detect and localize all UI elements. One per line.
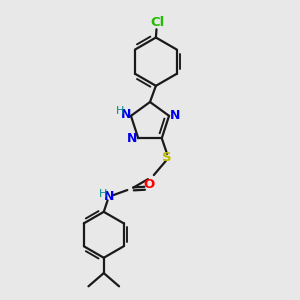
Text: S: S: [162, 151, 172, 164]
Text: N: N: [104, 190, 114, 203]
Text: N: N: [170, 109, 181, 122]
Text: H: H: [116, 106, 124, 116]
Text: Cl: Cl: [150, 16, 164, 29]
Text: N: N: [127, 132, 137, 145]
Text: N: N: [121, 108, 131, 121]
Text: H: H: [98, 189, 107, 199]
Text: O: O: [144, 178, 155, 191]
